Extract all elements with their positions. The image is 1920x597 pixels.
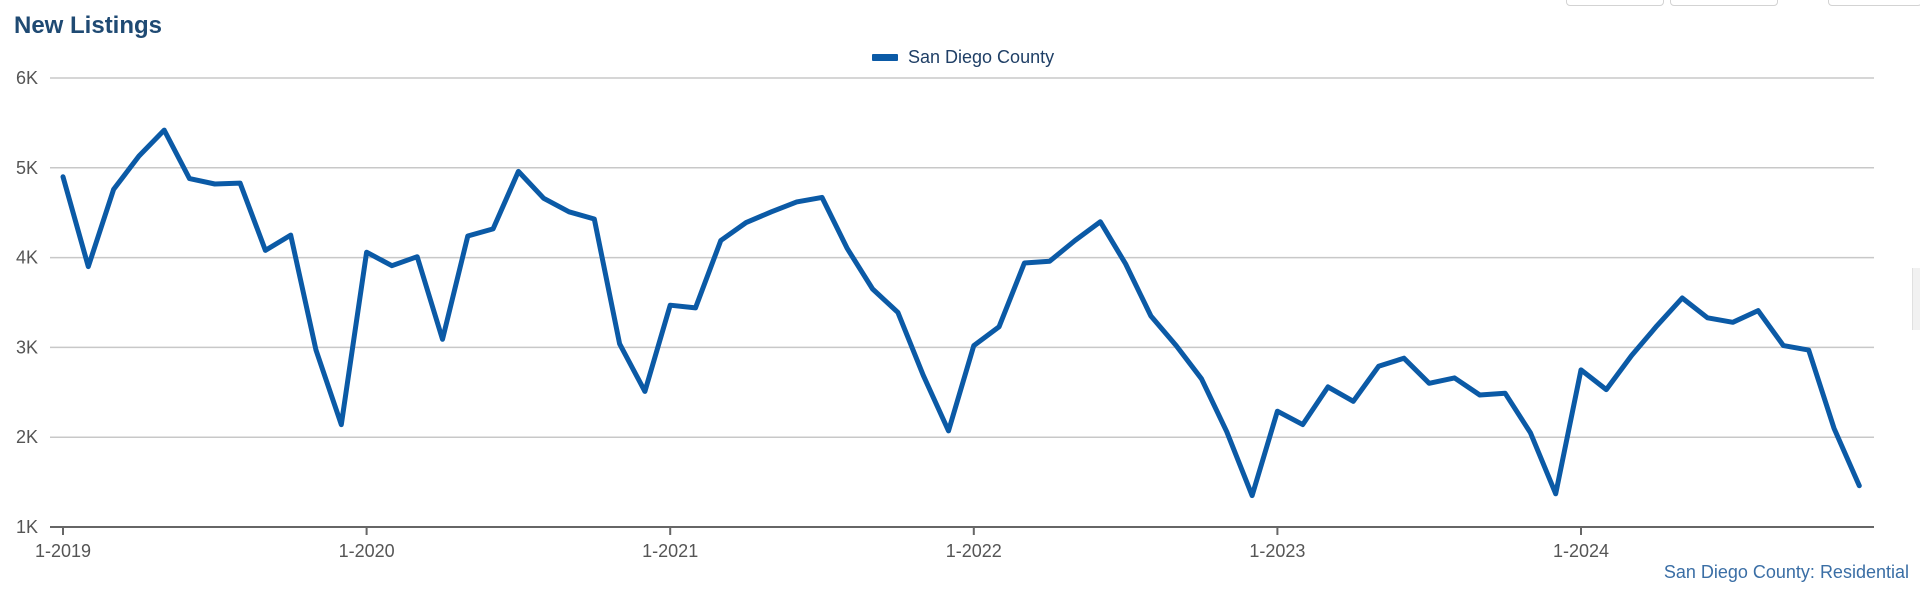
y-tick-label: 4K — [16, 248, 38, 268]
data-point[interactable] — [968, 340, 980, 352]
data-point[interactable] — [1347, 395, 1359, 407]
chart-title: New Listings — [14, 12, 163, 39]
data-point[interactable] — [184, 173, 196, 185]
y-tick-label: 3K — [16, 337, 38, 357]
data-point[interactable] — [867, 283, 879, 295]
data-point[interactable] — [1550, 488, 1562, 500]
data-point[interactable] — [1044, 255, 1056, 267]
data-point[interactable] — [1575, 364, 1587, 376]
data-point[interactable] — [386, 260, 398, 272]
data-point[interactable] — [1727, 316, 1739, 328]
data-point[interactable] — [437, 333, 449, 345]
data-point[interactable] — [1322, 381, 1334, 393]
data-point[interactable] — [1373, 360, 1385, 372]
data-point[interactable] — [1170, 340, 1182, 352]
top-control-button[interactable] — [1670, 0, 1778, 6]
data-point[interactable] — [1398, 352, 1410, 364]
x-tick-label: 1-2021 — [642, 541, 698, 561]
data-point[interactable] — [1094, 216, 1106, 228]
data-point[interactable] — [1221, 426, 1233, 438]
data-point[interactable] — [133, 150, 145, 162]
data-point[interactable] — [563, 206, 575, 218]
x-tick-label: 1-2022 — [946, 541, 1002, 561]
x-tick-label: 1-2020 — [339, 541, 395, 561]
data-point[interactable] — [1828, 422, 1840, 434]
top-control-button[interactable] — [1566, 0, 1664, 6]
data-point[interactable] — [664, 299, 676, 311]
data-point[interactable] — [917, 369, 929, 381]
data-point[interactable] — [943, 425, 955, 437]
data-point[interactable] — [82, 261, 94, 273]
data-point[interactable] — [1499, 387, 1511, 399]
data-point[interactable] — [993, 321, 1005, 333]
data-point[interactable] — [259, 244, 271, 256]
data-point[interactable] — [740, 217, 752, 229]
data-point[interactable] — [1069, 235, 1081, 247]
data-point[interactable] — [1752, 305, 1764, 317]
data-point[interactable] — [57, 171, 69, 183]
data-point[interactable] — [1702, 312, 1714, 324]
data-point[interactable] — [310, 344, 322, 356]
series-line[interactable] — [60, 127, 1862, 499]
side-scroll-tab[interactable] — [1912, 268, 1920, 330]
data-point[interactable] — [1145, 310, 1157, 322]
data-point[interactable] — [588, 213, 600, 225]
data-point[interactable] — [1271, 405, 1283, 417]
data-point[interactable] — [614, 338, 626, 350]
data-point[interactable] — [361, 246, 373, 258]
data-point[interactable] — [690, 302, 702, 314]
legend[interactable]: San Diego County — [872, 47, 1054, 68]
data-point[interactable] — [1676, 292, 1688, 304]
data-point[interactable] — [234, 177, 246, 189]
data-point[interactable] — [411, 251, 423, 263]
data-point[interactable] — [1777, 340, 1789, 352]
data-point[interactable] — [892, 306, 904, 318]
y-tick-label: 5K — [16, 158, 38, 178]
data-point[interactable] — [639, 385, 651, 397]
data-point[interactable] — [1600, 384, 1612, 396]
data-point[interactable] — [108, 183, 120, 195]
data-point[interactable] — [1651, 320, 1663, 332]
data-point[interactable] — [209, 178, 221, 190]
x-tick-label: 1-2019 — [35, 541, 91, 561]
data-point[interactable] — [285, 229, 297, 241]
data-point[interactable] — [462, 230, 474, 242]
data-point[interactable] — [1120, 258, 1132, 270]
legend-label: San Diego County — [908, 47, 1055, 67]
source-note: San Diego County: Residential — [1663, 562, 1909, 582]
data-point[interactable] — [1246, 490, 1258, 502]
data-point[interactable] — [765, 206, 777, 218]
top-control-button[interactable] — [1828, 0, 1920, 6]
data-point[interactable] — [1524, 427, 1536, 439]
x-tick-label: 1-2023 — [1249, 541, 1305, 561]
data-point[interactable] — [715, 235, 727, 247]
y-tick-label: 2K — [16, 427, 38, 447]
data-point[interactable] — [335, 419, 347, 431]
data-point[interactable] — [158, 124, 170, 136]
data-point[interactable] — [1474, 389, 1486, 401]
data-point[interactable] — [1853, 480, 1865, 492]
y-tick-label: 6K — [16, 68, 38, 88]
y-tick-label: 1K — [16, 517, 38, 537]
legend-swatch — [872, 54, 898, 61]
data-point[interactable] — [1803, 344, 1815, 356]
data-point[interactable] — [1626, 349, 1638, 361]
data-point[interactable] — [1449, 372, 1461, 384]
data-point[interactable] — [791, 196, 803, 208]
x-tick-label: 1-2024 — [1553, 541, 1609, 561]
data-point[interactable] — [841, 243, 853, 255]
data-point[interactable] — [512, 165, 524, 177]
data-point[interactable] — [1196, 373, 1208, 385]
data-point[interactable] — [1423, 377, 1435, 389]
data-point[interactable] — [816, 191, 828, 203]
data-point[interactable] — [1297, 419, 1309, 431]
data-point[interactable] — [1018, 257, 1030, 269]
data-point[interactable] — [487, 223, 499, 235]
data-point[interactable] — [538, 192, 550, 204]
